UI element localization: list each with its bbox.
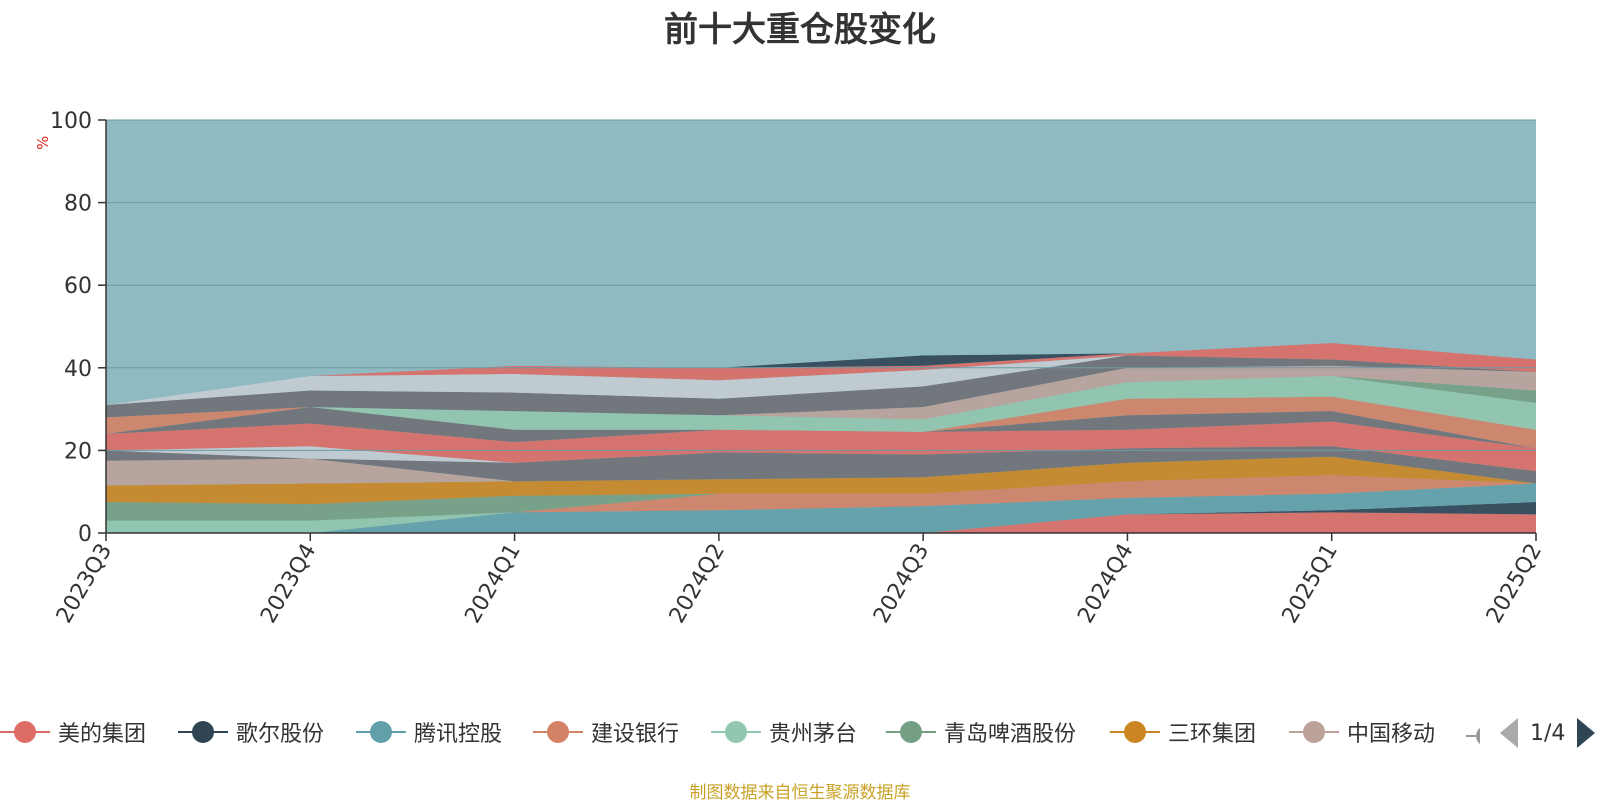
legend: 美的集团 歌尔股份 腾讯控股 建设银行 贵州茅台 青岛啤酒股份 三环集团 中国移动 — [0, 712, 1600, 752]
y-tick-label-80: 80 — [64, 192, 92, 217]
legend-item-2[interactable]: 歌尔股份 — [178, 712, 324, 752]
chart-title: 前十大重仓股变化 — [664, 10, 936, 50]
legend-next-page-icon[interactable] — [1577, 718, 1596, 748]
legend-marker-icon — [1110, 717, 1160, 747]
legend-marker-icon — [0, 717, 50, 747]
legend-marker-icon — [356, 717, 406, 747]
area-series-17[interactable] — [106, 355, 1536, 418]
area-series-10[interactable] — [106, 446, 1536, 472]
y-axis-unit-label: % — [34, 135, 52, 150]
area-series-5[interactable] — [106, 475, 1536, 533]
legend-overflow-marker — [1466, 726, 1480, 746]
legend-label: 贵州茅台 — [769, 722, 858, 747]
area-series-1[interactable] — [106, 512, 1536, 533]
y-tick-label-60: 60 — [64, 274, 92, 299]
y-tick-label-100: 100 — [50, 109, 92, 134]
area-series-group — [106, 120, 1536, 533]
x-tick-label-2024Q1: 2024Q1 — [460, 540, 525, 628]
legend-item-8[interactable]: 中国移动 — [1289, 712, 1435, 752]
legend-pager: 1/4 — [1500, 716, 1596, 750]
y-tick-label-40: 40 — [64, 357, 92, 382]
area-series-11[interactable] — [106, 421, 1536, 472]
y-tick-label-20: 20 — [64, 439, 92, 464]
legend-item-6[interactable]: 青岛啤酒股份 — [886, 712, 1076, 752]
area-series-19[interactable] — [106, 343, 1536, 405]
legend-marker-icon — [178, 717, 228, 747]
legend-prev-page-icon[interactable] — [1500, 718, 1518, 748]
area-series-16[interactable] — [106, 365, 1536, 420]
area-series-4[interactable] — [106, 475, 1536, 533]
area-series-13[interactable] — [106, 396, 1536, 449]
area-series-12[interactable] — [106, 407, 1536, 449]
data-source-note: 制图数据来自恒生聚源数据库 — [689, 783, 911, 803]
x-tick-label-2024Q2: 2024Q2 — [665, 540, 730, 628]
x-tick-label-2025Q2: 2025Q2 — [1482, 540, 1547, 628]
legend-marker-icon — [886, 717, 936, 747]
legend-item-5[interactable]: 贵州茅台 — [711, 712, 857, 752]
legend-label: 青岛啤酒股份 — [944, 722, 1077, 747]
legend-marker-icon — [1289, 717, 1339, 747]
legend-label: 三环集团 — [1168, 722, 1257, 747]
legend-label: 歌尔股份 — [236, 722, 325, 747]
area-series-7[interactable] — [106, 456, 1536, 505]
legend-label: 腾讯控股 — [414, 722, 503, 747]
legend-page-indicator: 1/4 — [1530, 720, 1566, 746]
legend-label: 美的集团 — [58, 722, 147, 747]
area-series-21[interactable] — [106, 120, 1536, 405]
x-tick-label-2023Q4: 2023Q4 — [256, 540, 321, 628]
legend-item-1[interactable]: 美的集团 — [0, 712, 146, 752]
legend-marker-icon — [711, 717, 761, 747]
y-tick-label-0: 0 — [78, 522, 92, 547]
x-tick-label-2024Q4: 2024Q4 — [1073, 540, 1138, 628]
legend-item-4[interactable]: 建设银行 — [533, 712, 679, 752]
area-series-9[interactable] — [106, 446, 1536, 484]
legend-label: 中国移动 — [1347, 722, 1436, 747]
area-series-6[interactable] — [106, 475, 1536, 521]
legend-label: 建设银行 — [591, 722, 680, 747]
area-series-14[interactable] — [106, 376, 1536, 432]
area-series-8[interactable] — [106, 456, 1536, 486]
grid-lines — [106, 119, 1536, 451]
x-tick-label-2023Q3: 2023Q3 — [52, 540, 117, 628]
x-tick-label-2024Q3: 2024Q3 — [869, 540, 934, 628]
legend-item-3[interactable]: 腾讯控股 — [356, 712, 502, 752]
area-series-18[interactable] — [106, 355, 1536, 405]
legend-item-7[interactable]: 三环集团 — [1110, 712, 1256, 752]
x-tick-label-2025Q1: 2025Q1 — [1278, 540, 1343, 628]
legend-marker-icon — [533, 717, 583, 747]
